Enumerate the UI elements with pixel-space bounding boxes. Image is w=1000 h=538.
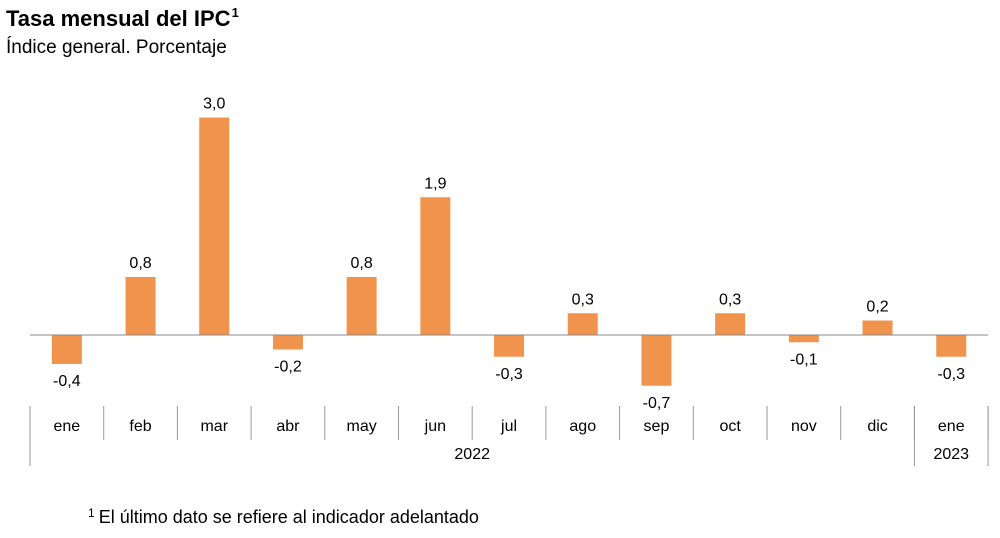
bars-layer — [51, 117, 967, 386]
bar-9 — [715, 313, 746, 335]
category-label-6: jul — [500, 418, 517, 435]
data-label-9: 0,3 — [719, 291, 741, 308]
data-label-3: -0,2 — [274, 359, 302, 376]
category-label-5: jun — [424, 418, 446, 435]
bar-4 — [346, 277, 377, 335]
title-footnote-marker: 1 — [231, 5, 239, 20]
bar-7 — [567, 313, 598, 335]
category-label-2: mar — [200, 418, 228, 435]
footnote: 1 El último dato se refiere al indicador … — [88, 506, 479, 528]
chart-title: Tasa mensual del IPC1 — [6, 5, 239, 31]
data-label-8: -0,7 — [643, 395, 671, 412]
bar-6 — [494, 335, 525, 357]
footnote-text: El último dato se refiere al indicador a… — [98, 507, 479, 527]
category-label-7: ago — [569, 418, 596, 435]
bar-0 — [51, 335, 82, 364]
data-label-2: 3,0 — [203, 96, 225, 113]
bar-5 — [420, 197, 451, 335]
category-label-4: may — [347, 418, 377, 435]
category-label-10: nov — [791, 418, 817, 435]
data-label-7: 0,3 — [572, 291, 594, 308]
bar-10 — [788, 335, 819, 343]
bar-3 — [272, 335, 303, 350]
data-label-1: 0,8 — [129, 255, 151, 272]
category-label-12: ene — [938, 418, 965, 435]
bar-2 — [199, 117, 230, 335]
bar-1 — [125, 277, 156, 335]
category-label-11: dic — [867, 418, 887, 435]
category-label-0: ene — [53, 418, 80, 435]
axis-layer — [29, 334, 989, 466]
data-label-4: 0,8 — [351, 255, 373, 272]
bar-chart: -0,4 ene 0,8 feb 3,0 mar -0,2 abr 0,8 may 1,9 jun -0… — [29, 96, 989, 466]
bar-8 — [641, 335, 672, 386]
category-label-8: sep — [644, 418, 670, 435]
footnote-marker: 1 — [88, 506, 95, 520]
category-label-3: abr — [276, 418, 300, 435]
data-label-5: 1,9 — [424, 175, 446, 192]
data-label-10: -0,1 — [790, 351, 818, 368]
bar-11 — [862, 320, 893, 335]
labels-layer: -0,4 ene 0,8 feb 3,0 mar -0,2 abr 0,8 may 1,9 jun -0… — [53, 96, 969, 464]
category-label-9: oct — [719, 418, 741, 435]
group-label-0: 2022 — [454, 446, 490, 463]
chart-subtitle: Índice general. Porcentaje — [6, 37, 227, 58]
bar-12 — [936, 335, 967, 357]
category-label-1: feb — [129, 418, 151, 435]
data-label-11: 0,2 — [866, 299, 888, 316]
data-label-6: -0,3 — [495, 366, 523, 383]
data-label-0: -0,4 — [53, 373, 81, 390]
data-label-12: -0,3 — [937, 366, 965, 383]
group-label-1: 2023 — [933, 446, 969, 463]
